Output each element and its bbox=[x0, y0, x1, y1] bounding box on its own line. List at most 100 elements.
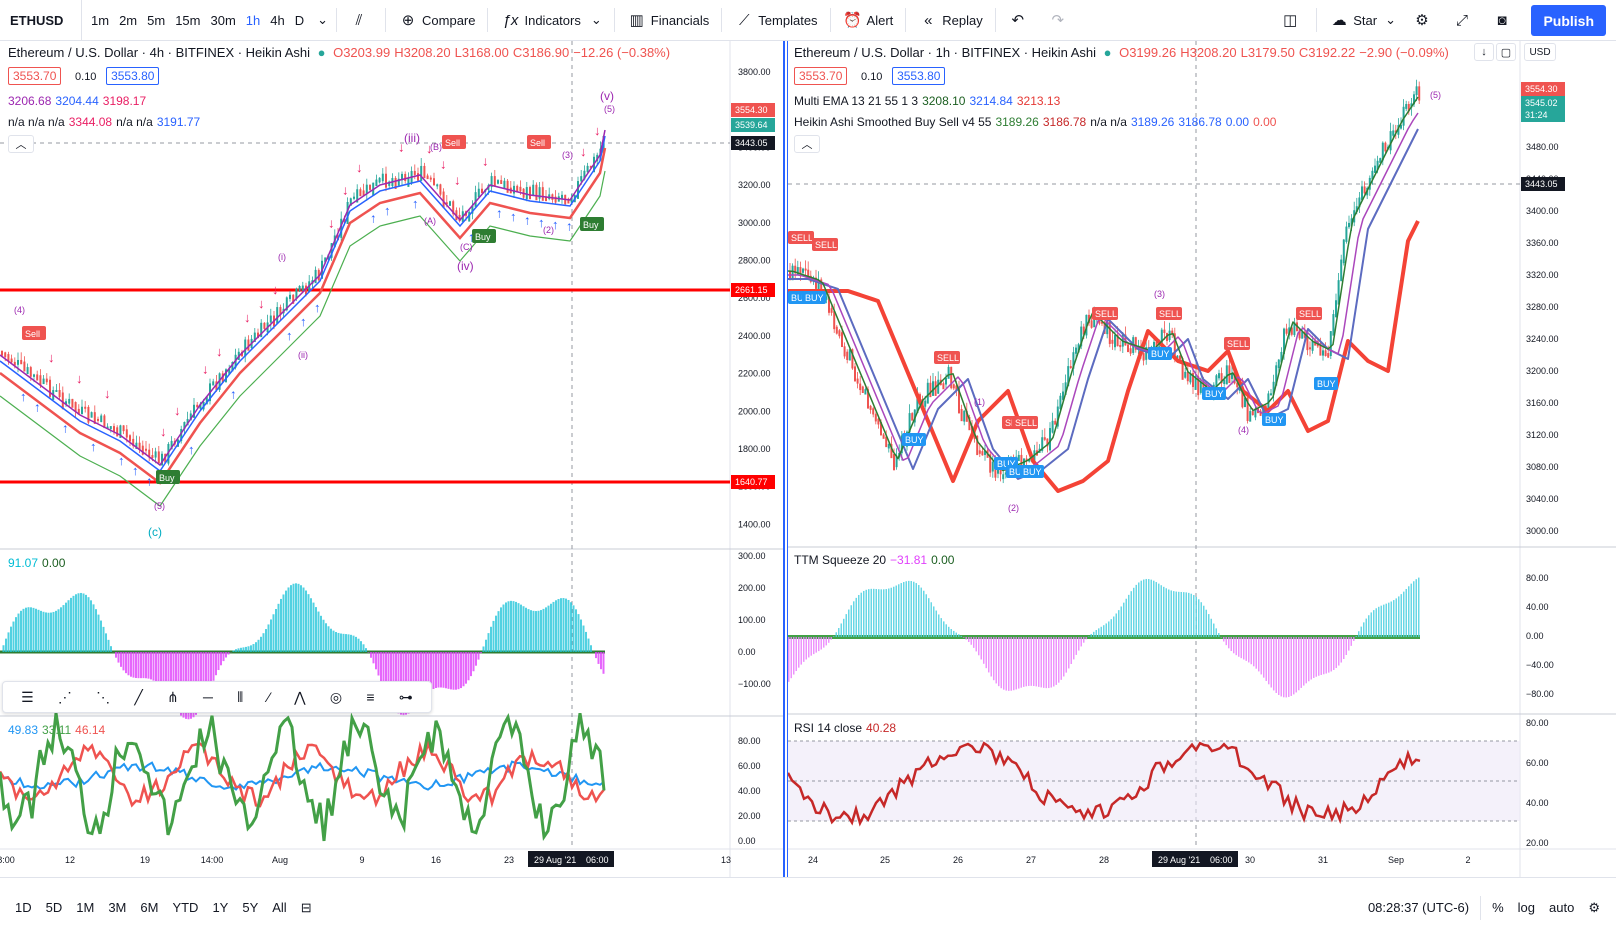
right-chart-canvas[interactable]: 3520.003480.003440.003400.003360.003320.… bbox=[788, 41, 1616, 877]
range-6m[interactable]: 6M bbox=[140, 900, 159, 915]
alert-button[interactable]: ⏰ Alert bbox=[835, 0, 902, 41]
pattern-icon[interactable]: ⋰ bbox=[57, 688, 72, 705]
range-1m[interactable]: 1M bbox=[76, 900, 95, 915]
snapshot-button[interactable]: ◙ bbox=[1484, 0, 1524, 41]
right-ttm-bar bbox=[1135, 584, 1137, 637]
left-buy-arrow: ↑ bbox=[20, 389, 27, 404]
left-sell-label: Sell bbox=[445, 138, 460, 148]
right-candle bbox=[1246, 397, 1249, 422]
right-wave-label: (2) bbox=[1008, 503, 1019, 513]
right-chart-pane[interactable]: 3520.003480.003440.003400.003360.003320.… bbox=[787, 41, 1616, 877]
left-ask[interactable]: 3553.80 bbox=[106, 67, 160, 85]
abc-pattern-icon[interactable]: ⋱ bbox=[96, 688, 111, 705]
left-osc-bar bbox=[32, 607, 35, 652]
right-ttm-bar bbox=[1100, 626, 1102, 637]
left-buy-arrow: ↑ bbox=[118, 453, 125, 468]
left-candle bbox=[244, 339, 247, 357]
range-5y[interactable]: 5Y bbox=[242, 900, 259, 915]
left-legend-collapse[interactable]: ︿ bbox=[8, 135, 34, 153]
left-osc-bar bbox=[160, 652, 162, 688]
redo-button[interactable]: ↷ bbox=[1040, 0, 1080, 41]
templates-button[interactable]: ⟋ Templates bbox=[726, 0, 825, 41]
left-chart-canvas[interactable]: 3800.003600.003400.003200.003000.002800.… bbox=[0, 41, 785, 877]
symbol-search[interactable]: ETHUSD bbox=[0, 0, 82, 41]
percent-toggle[interactable]: % bbox=[1492, 900, 1504, 915]
date-range-icon[interactable]: ⊶ bbox=[398, 688, 413, 705]
right-rsi-line bbox=[788, 741, 1421, 827]
right-ttm-bar bbox=[885, 589, 887, 637]
interval-d[interactable]: D bbox=[294, 12, 305, 28]
settings-button[interactable]: ⚙ bbox=[1404, 0, 1444, 41]
ray-icon[interactable]: ⁄ bbox=[267, 689, 270, 705]
range-all[interactable]: All bbox=[272, 900, 287, 915]
left-osc-bar bbox=[200, 652, 202, 708]
interval-15m[interactable]: 15m bbox=[175, 12, 201, 28]
left-chart-pane[interactable]: 3800.003600.003400.003200.003000.002800.… bbox=[0, 41, 785, 877]
range-5d[interactable]: 5D bbox=[45, 900, 63, 915]
right-ttm-bar bbox=[1255, 637, 1257, 669]
right-buy-label: BUY bbox=[1151, 349, 1170, 359]
right-ttm-bar bbox=[925, 594, 927, 637]
alarm-clock-icon: ⏰ bbox=[843, 12, 862, 29]
right-ask[interactable]: 3553.80 bbox=[892, 67, 946, 85]
left-candle bbox=[474, 192, 477, 207]
right-scroll-down-button[interactable]: ↓ bbox=[1474, 43, 1494, 61]
right-ttm-bar bbox=[1185, 592, 1187, 637]
clock[interactable]: 08:28:37 (UTC-6) bbox=[1367, 900, 1470, 915]
range-1y[interactable]: 1Y bbox=[212, 900, 229, 915]
left-bid[interactable]: 3553.70 bbox=[8, 67, 62, 85]
auto-toggle[interactable]: auto bbox=[1549, 900, 1575, 915]
right-bid[interactable]: 3553.70 bbox=[794, 67, 848, 85]
left-osc-bar bbox=[115, 652, 117, 658]
log-toggle[interactable]: log bbox=[1517, 900, 1536, 915]
right-ttm-bar bbox=[1123, 602, 1125, 637]
right-ttm-bar bbox=[938, 614, 940, 637]
range-1d[interactable]: 1D bbox=[15, 900, 32, 915]
right-legend-collapse[interactable]: ︿ bbox=[794, 135, 820, 153]
interval-2m[interactable]: 2m bbox=[119, 12, 138, 28]
star-button[interactable]: ☁ Star ⌄ bbox=[1321, 0, 1404, 41]
financials-button[interactable]: ▥ Financials bbox=[619, 0, 718, 41]
range-ytd[interactable]: YTD bbox=[172, 900, 199, 915]
left-support-price: 1640.77 bbox=[735, 477, 768, 487]
left-candle bbox=[369, 184, 371, 190]
interval-30m[interactable]: 30m bbox=[210, 12, 236, 28]
right-high: H3208.20 bbox=[1180, 45, 1237, 60]
currency-button[interactable]: USD bbox=[1524, 43, 1556, 61]
bars-pattern-icon[interactable]: ⦀ bbox=[237, 688, 244, 705]
compare-button[interactable]: ⊕ Compare bbox=[390, 0, 483, 41]
projection-icon[interactable]: ⋀ bbox=[294, 688, 306, 705]
interval-1m[interactable]: 1m bbox=[91, 12, 110, 28]
goto-date-button[interactable]: ⊟ bbox=[294, 900, 319, 916]
interval-4h[interactable]: 4h bbox=[270, 12, 285, 28]
trendline-icon[interactable]: ╱ bbox=[134, 688, 143, 705]
range-3m[interactable]: 3M bbox=[108, 900, 127, 915]
right-candle bbox=[817, 279, 820, 291]
left-buy-arrow: ↑ bbox=[538, 215, 545, 230]
replay-button[interactable]: « Replay bbox=[910, 0, 990, 41]
layout-button[interactable]: ◫ bbox=[1272, 0, 1312, 41]
fib-icon[interactable]: ≡ bbox=[366, 689, 375, 705]
interval-dropdown[interactable]: ⌄ bbox=[317, 12, 329, 27]
chart-type-button[interactable]: ⫽ bbox=[341, 0, 381, 41]
publish-button[interactable]: Publish bbox=[1531, 5, 1606, 36]
undo-button[interactable]: ↶ bbox=[1000, 0, 1040, 41]
right-ttm-bar bbox=[1150, 579, 1152, 637]
horizontal-ray-icon[interactable]: ─ bbox=[203, 689, 213, 705]
interval-1h[interactable]: 1h bbox=[245, 12, 261, 28]
left-candle bbox=[577, 181, 579, 199]
left-na-1: n/a n/a n/a bbox=[8, 115, 65, 129]
fullscreen-button[interactable]: ⤢ bbox=[1444, 0, 1484, 41]
right-ttm-bar bbox=[1000, 637, 1002, 689]
lines-icon[interactable]: ☰ bbox=[21, 688, 34, 705]
indicators-button[interactable]: ƒx Indicators ⌄ bbox=[492, 0, 609, 41]
interval-5m[interactable]: 5m bbox=[147, 12, 166, 28]
left-osc-bar bbox=[80, 592, 82, 652]
pitchfork-icon[interactable]: ⋔ bbox=[167, 688, 179, 705]
settings-button[interactable]: ⚙ bbox=[1581, 900, 1616, 916]
gann-icon[interactable]: ◎ bbox=[329, 688, 343, 705]
right-candle bbox=[1251, 411, 1254, 416]
right-ttm-bar bbox=[943, 621, 945, 637]
right-maximize-button[interactable]: ▢ bbox=[1496, 43, 1516, 61]
left-osc-tick: 200.00 bbox=[738, 583, 766, 593]
